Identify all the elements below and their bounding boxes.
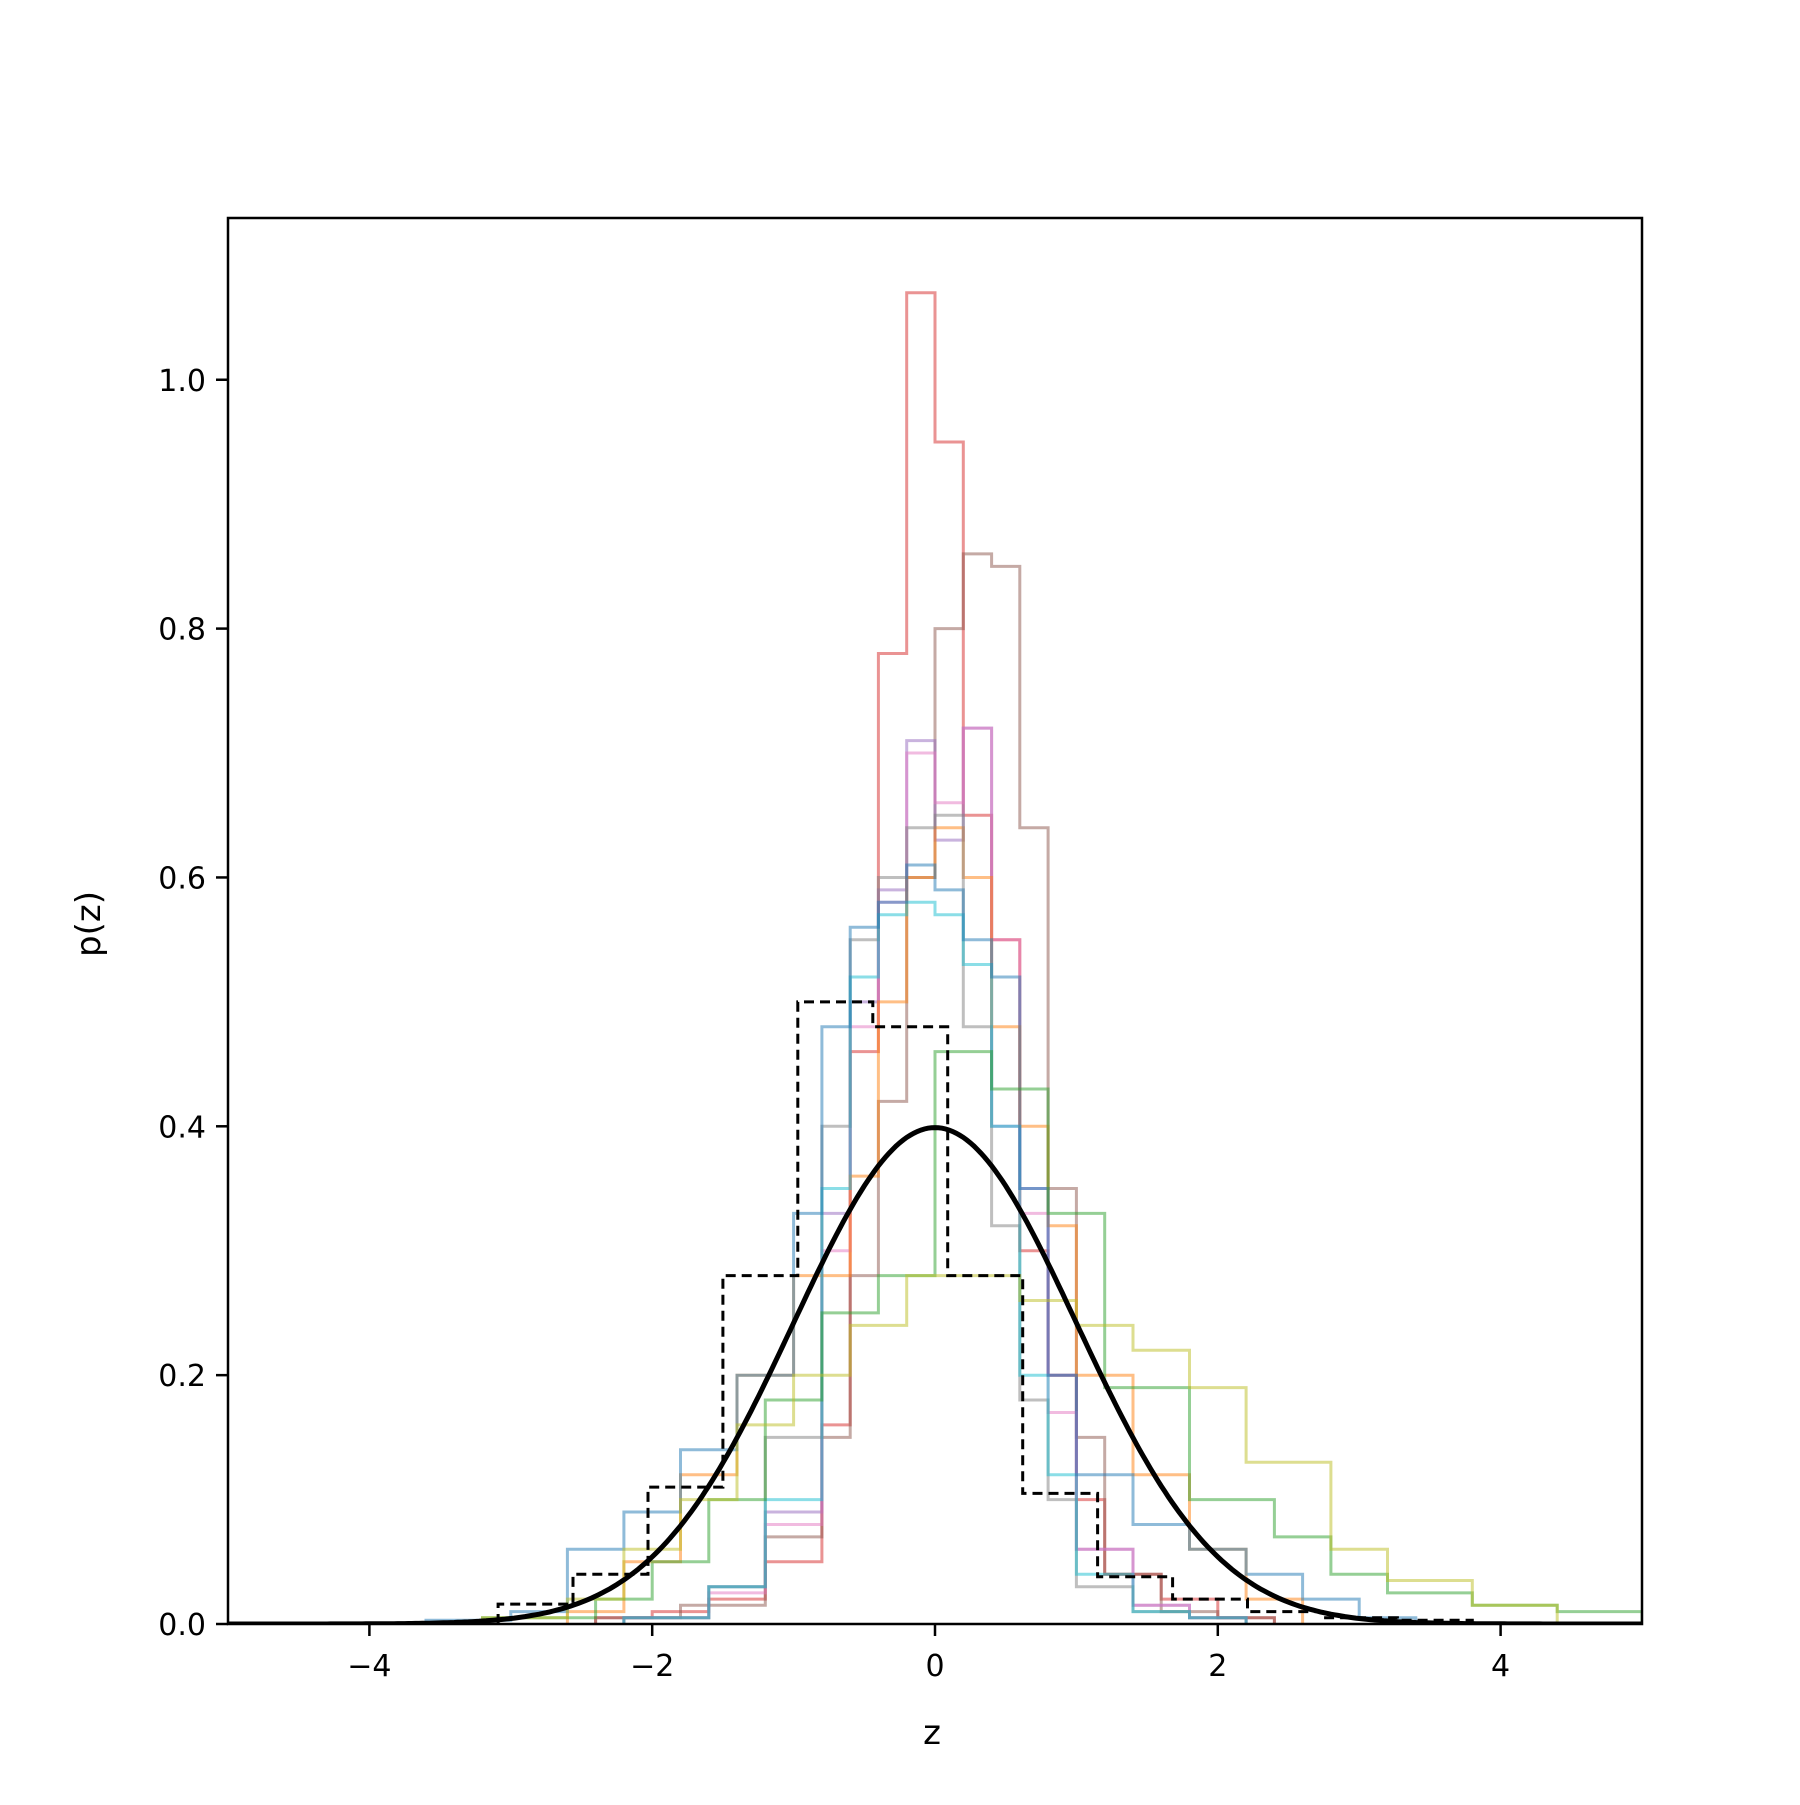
y-axis-label: p(z) [69, 891, 109, 957]
x-tick-label: 4 [1491, 1649, 1510, 1684]
y-tick-label: 1.0 [158, 364, 206, 399]
y-tick-label: 0.6 [158, 861, 206, 896]
x-tick-label: −4 [347, 1649, 391, 1684]
histogram-series-1 [594, 291, 1276, 1624]
y-tick-label: 0.4 [158, 1110, 206, 1145]
histogram-series-8 [424, 863, 1418, 1624]
reference-curve-layer [228, 1125, 1642, 1624]
histogram-series-5 [565, 826, 1305, 1624]
series-layer [424, 291, 1642, 1624]
histogram-series-7 [622, 900, 1248, 1624]
x-tick-label: 0 [925, 1649, 944, 1684]
reference-histogram-layer [496, 1000, 1474, 1624]
y-tick-label: 0.8 [158, 613, 206, 648]
reference-histogram [496, 1000, 1474, 1624]
histogram-series-4 [622, 726, 1248, 1624]
histogram-series-9 [481, 1050, 1642, 1624]
normal-density-curve [228, 1125, 1642, 1624]
y-tick-label: 0.2 [158, 1359, 206, 1394]
y-tick-label: 0.0 [158, 1608, 206, 1643]
x-tick-label: −2 [630, 1649, 674, 1684]
x-axis-label: z [923, 1713, 941, 1753]
x-tick-label: 2 [1208, 1649, 1227, 1684]
histogram-series-6 [622, 813, 1248, 1624]
axes-layer: −4 −2 0 2 4 0.0 0.2 0.4 0.6 0.8 1.0 [158, 216, 1644, 1684]
